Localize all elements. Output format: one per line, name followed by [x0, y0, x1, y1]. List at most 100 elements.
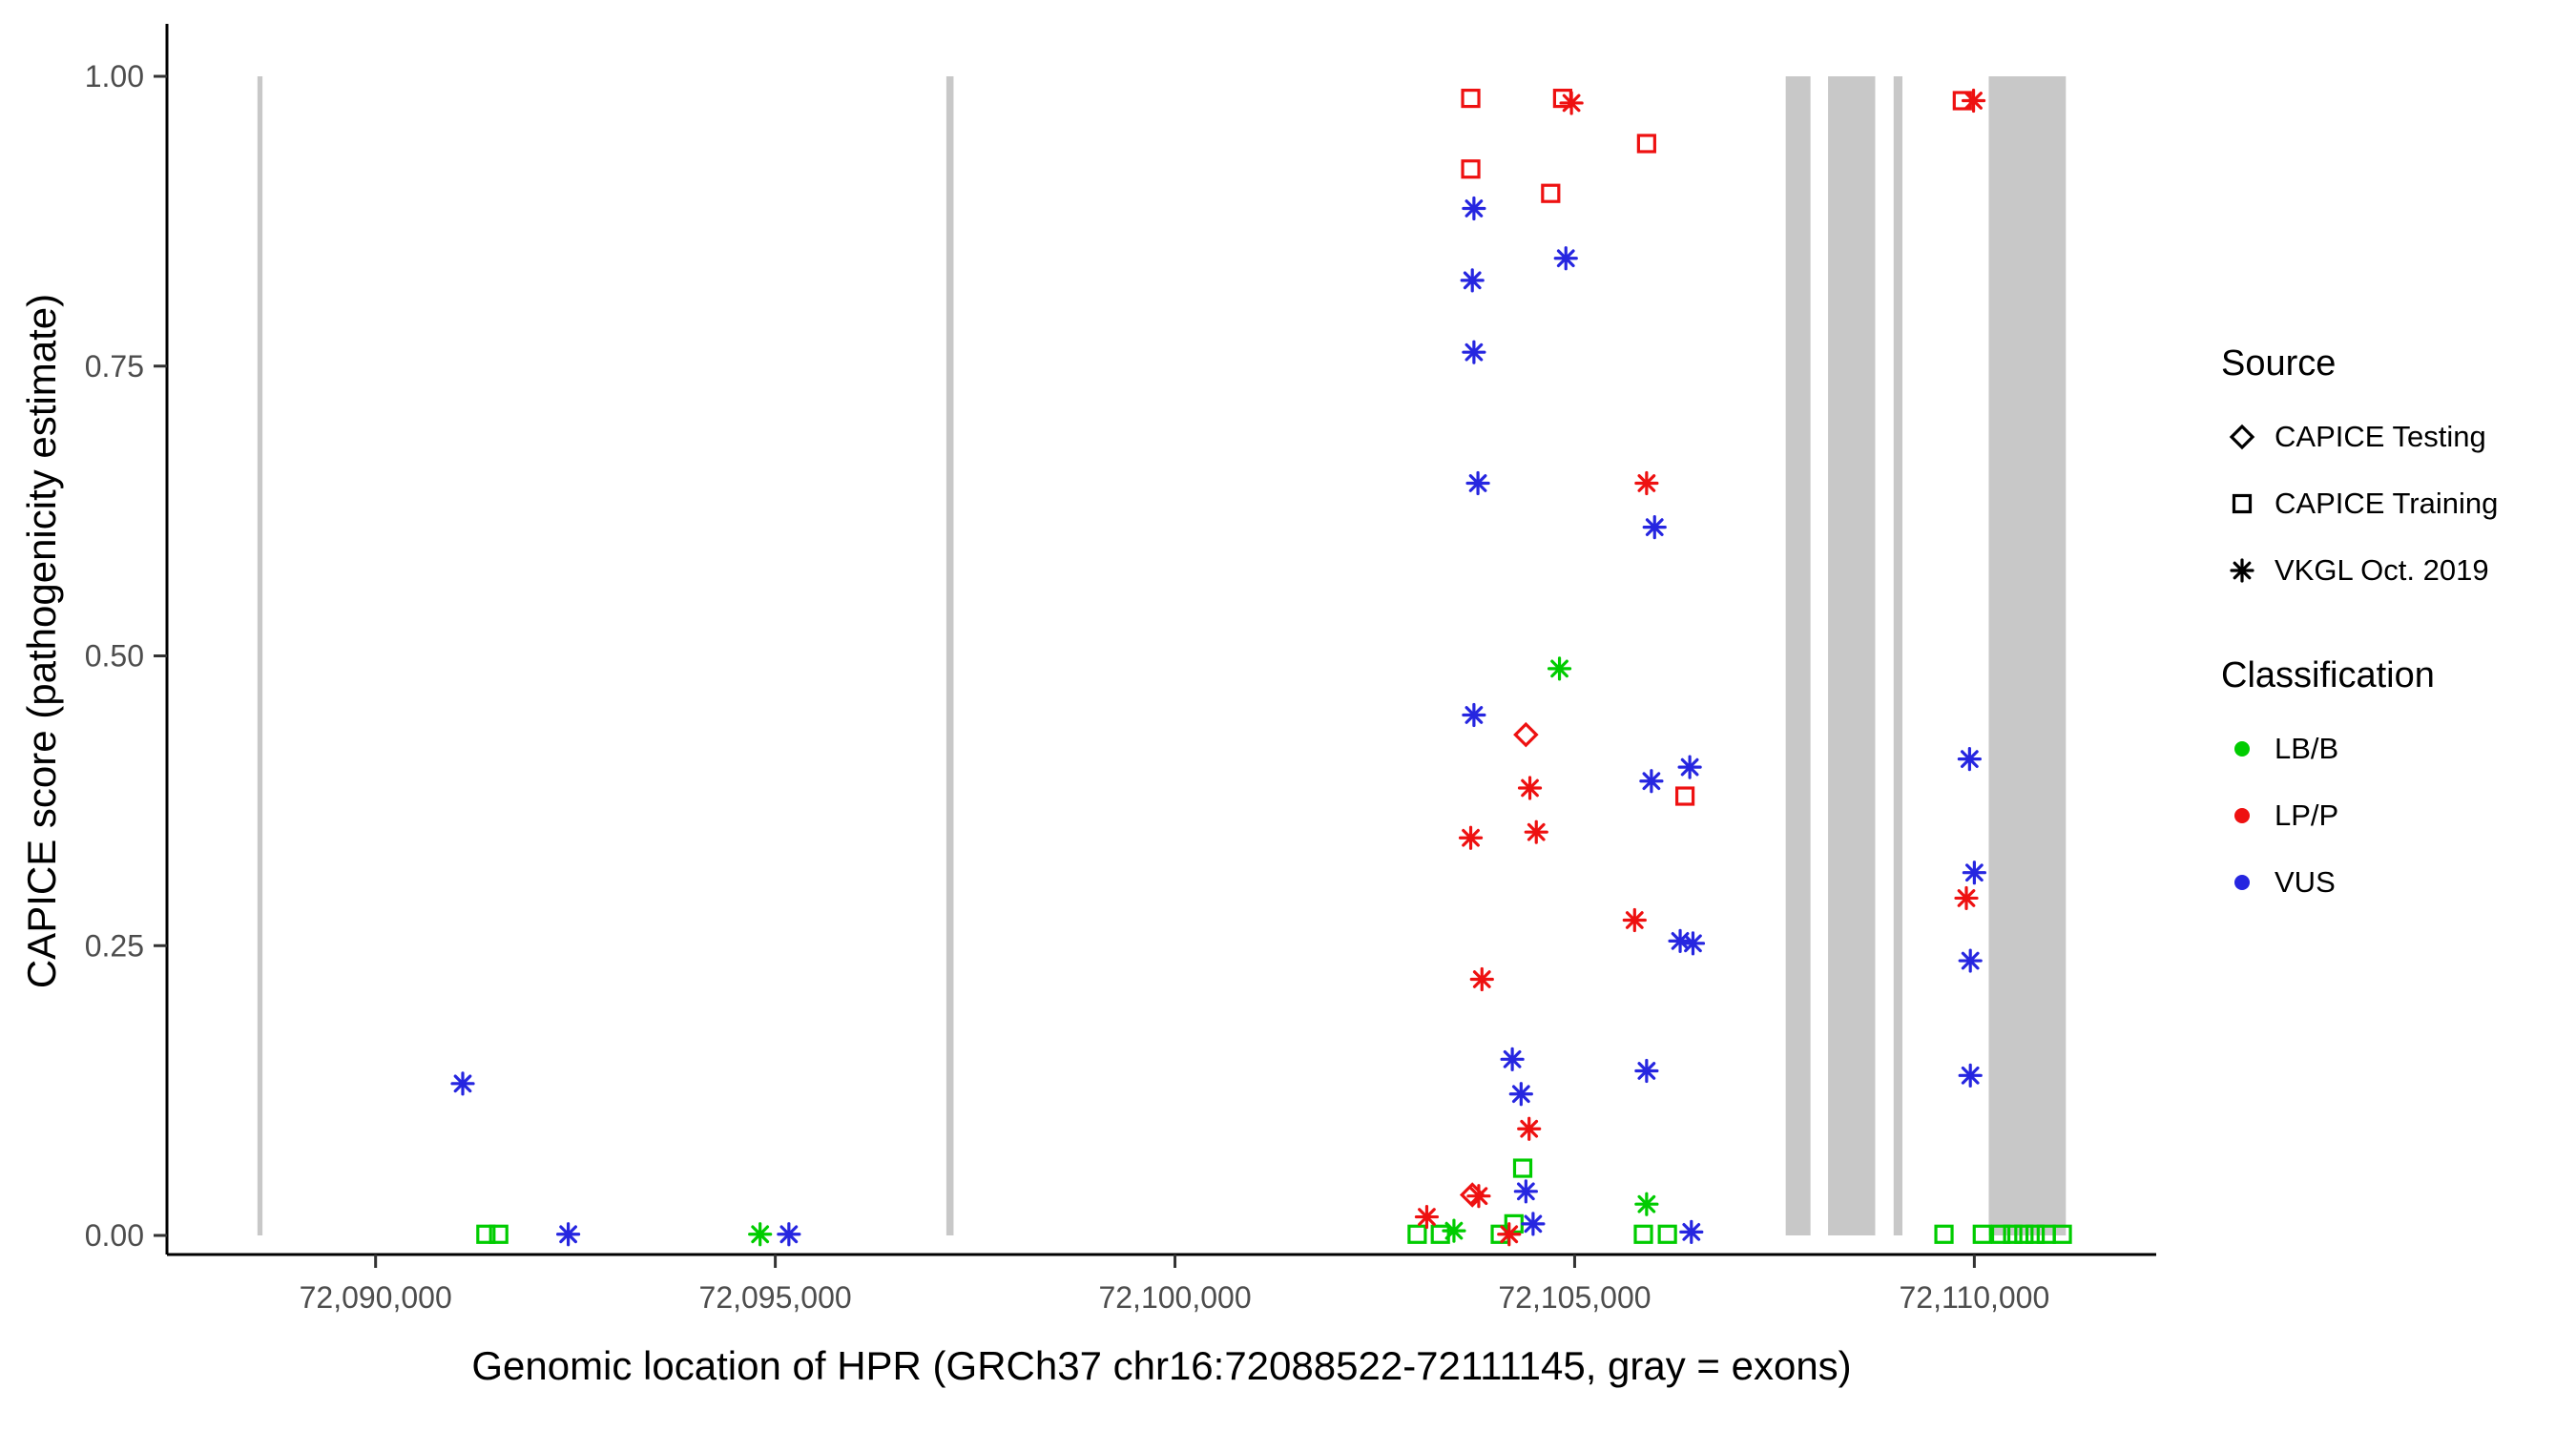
data-point-square: [1972, 1224, 1992, 1244]
data-point-asterisk: [1500, 1047, 1525, 1071]
data-point-square: [1657, 1224, 1677, 1244]
legend-title: Classification: [2221, 655, 2435, 695]
data-point-asterisk: [556, 1222, 581, 1247]
data-point-asterisk: [748, 1222, 773, 1247]
data-point-square: [476, 1224, 496, 1244]
data-point-square: [2052, 1224, 2072, 1244]
legend-item-label: CAPICE Testing: [2275, 420, 2486, 453]
data-point-square: [1512, 1158, 1533, 1178]
data-point-square: [1934, 1224, 1954, 1244]
data-point-square: [1407, 1224, 1427, 1244]
legend-title: Source: [2221, 343, 2337, 384]
exon-band: [1785, 76, 1811, 1235]
data-point-square: [1633, 1224, 1653, 1244]
data-point-asterisk: [1634, 470, 1659, 496]
data-point-square: [2025, 1224, 2046, 1244]
data-point-asterisk: [1460, 268, 1485, 293]
data-point-square: [1461, 88, 1481, 109]
data-point-asterisk: [1634, 1192, 1659, 1216]
data-point-asterisk: [1622, 907, 1647, 933]
x-tick-label: 72,090,000: [300, 1280, 452, 1315]
legend-item: LB/B: [2221, 719, 2565, 778]
data-point-asterisk: [1465, 470, 1490, 496]
exon-band: [1988, 76, 2067, 1235]
legend-item: CAPICE Testing: [2221, 407, 2565, 467]
legend-item-label: VKGL Oct. 2019: [2275, 553, 2489, 587]
data-point-asterisk: [1559, 91, 1584, 115]
legend-item-label: LP/P: [2275, 798, 2339, 832]
legend-dot: [2234, 875, 2250, 890]
data-point-asterisk: [777, 1222, 801, 1247]
x-axis-title: Genomic location of HPR (GRCh37 chr16:72…: [471, 1343, 1852, 1388]
x-tick-label: 72,100,000: [1098, 1280, 1251, 1315]
legend-item-label: CAPICE Training: [2275, 487, 2499, 520]
data-point-asterisk: [1521, 1212, 1546, 1236]
data-point-square: [1541, 183, 1561, 203]
y-tick-label: 1.00: [85, 59, 144, 93]
legend-item-label: VUS: [2275, 865, 2336, 899]
x-tick-label: 72,095,000: [699, 1280, 852, 1315]
data-point-asterisk: [1961, 88, 1986, 114]
legend-item: LP/P: [2221, 786, 2565, 845]
legend-item: VUS: [2221, 853, 2565, 912]
x-tick-label: 72,110,000: [1899, 1280, 2049, 1315]
data-point-square: [1636, 134, 1656, 154]
data-point-asterisk: [1634, 1058, 1659, 1084]
legend-dot: [2234, 741, 2250, 757]
data-point-asterisk: [1442, 1218, 1466, 1243]
y-axis-title: CAPICE score (pathogenicity estimate): [19, 293, 64, 989]
data-point-diamond: [2229, 424, 2255, 450]
y-tick-label: 0.75: [85, 349, 144, 384]
data-point-square: [2014, 1224, 2034, 1244]
data-point-square: [1990, 1224, 2011, 1244]
data-point-square: [1430, 1224, 1450, 1244]
circle-icon: [2221, 861, 2275, 903]
data-point-diamond: [1513, 721, 1539, 748]
legend-section-source: Source CAPICE Testing CAPICE Training VKGL …: [2221, 343, 2565, 600]
data-point-asterisk: [1958, 948, 1983, 973]
data-point-asterisk: [1466, 1184, 1491, 1209]
data-point-asterisk: [1462, 340, 1486, 364]
exon-band: [1828, 76, 1876, 1235]
y-tick-label: 0.50: [85, 639, 144, 674]
legend: Source CAPICE Testing CAPICE Training VKGL …: [2221, 343, 2565, 967]
circle-icon: [2221, 728, 2275, 770]
exon-band: [1893, 76, 1902, 1235]
data-point-asterisk: [1414, 1204, 1440, 1230]
diamond-icon: [2221, 416, 2275, 458]
data-point-asterisk: [450, 1071, 475, 1096]
data-point-square: [2003, 1224, 2023, 1244]
legend-section-classification: Classification LB/B LP/P VUS: [2221, 655, 2565, 912]
data-point-asterisk: [1524, 819, 1548, 844]
data-point-asterisk: [1639, 769, 1664, 794]
data-point-asterisk: [1469, 966, 1494, 992]
data-point-asterisk: [1458, 825, 1484, 850]
x-tick-label: 72,105,000: [1498, 1280, 1651, 1315]
exon-band: [257, 76, 263, 1235]
data-point-asterisk: [1462, 196, 1486, 221]
data-point-asterisk: [1497, 1222, 1522, 1247]
data-point-asterisk: [1642, 515, 1667, 540]
asterisk-icon: [2221, 550, 2275, 591]
data-point-asterisk: [1547, 656, 1572, 681]
data-point-asterisk: [1513, 1179, 1538, 1204]
data-point-asterisk: [1679, 1219, 1704, 1244]
data-point-asterisk: [1954, 885, 1979, 911]
legend-item: VKGL Oct. 2019: [2221, 541, 2565, 600]
legend-item-label: LB/B: [2275, 732, 2339, 765]
data-point-square: [1674, 786, 1695, 806]
circle-icon: [2221, 795, 2275, 837]
data-point-square: [1461, 159, 1481, 179]
data-point-asterisk: [1517, 1116, 1542, 1141]
data-point-square: [2232, 493, 2253, 514]
data-point-asterisk: [1553, 246, 1578, 271]
data-point-asterisk: [1680, 931, 1706, 956]
data-point-asterisk: [2230, 558, 2254, 583]
data-point-asterisk: [1517, 776, 1543, 800]
square-icon: [2221, 483, 2275, 525]
y-tick-label: 0.00: [85, 1218, 144, 1253]
data-point-asterisk: [1462, 702, 1486, 728]
data-point-asterisk: [1957, 747, 1982, 772]
